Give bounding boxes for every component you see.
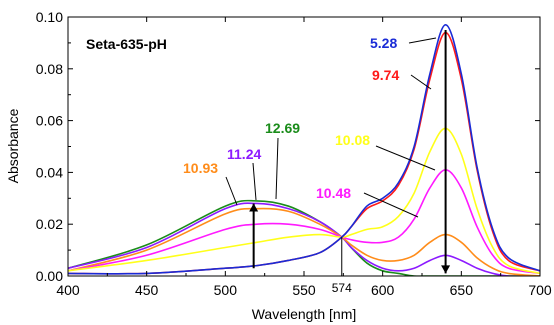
x-axis-label: Wavelength [nm] xyxy=(252,306,357,322)
x-tick-label: 400 xyxy=(56,282,80,298)
x-tick-label: 550 xyxy=(292,282,316,298)
ticks-layer: 400 450 500 550 600 650 700 0.00 0.02 0.04 0.06 0.0… xyxy=(36,9,552,298)
x-tick-label: 700 xyxy=(528,282,552,298)
series-label-10-08: 10.08 xyxy=(335,132,370,148)
series-label-12-69: 12.69 xyxy=(265,120,300,136)
series-label-10-48: 10.48 xyxy=(316,185,351,201)
y-tick-label: 0.04 xyxy=(36,164,63,180)
series-leader-12-69 xyxy=(275,137,279,200)
y-tick-label: 0.02 xyxy=(36,216,63,232)
series-line-10-08 xyxy=(68,127,540,275)
y-tick-label: 0.00 xyxy=(36,268,63,284)
series-line-9-74 xyxy=(68,31,540,275)
series-label-10-93: 10.93 xyxy=(183,160,218,176)
series-leader-10-48 xyxy=(363,192,419,218)
series-leader-11-24 xyxy=(252,162,257,201)
series-leader-9-74 xyxy=(410,74,432,90)
chart-title: Seta-635-pH xyxy=(86,36,167,52)
series-line-12-69 xyxy=(68,199,540,276)
x-tick-label: 500 xyxy=(214,282,238,298)
series-line-10-48 xyxy=(68,169,540,275)
trend-arrowhead-up xyxy=(249,203,259,212)
series-leader-5-28 xyxy=(408,37,437,44)
y-tick-label: 0.08 xyxy=(36,61,63,77)
series-line-11-24 xyxy=(68,202,540,276)
series-label-5-28: 5.28 xyxy=(370,35,397,51)
x-tick-label: 650 xyxy=(450,282,474,298)
x-tick-label: 450 xyxy=(135,282,159,298)
x-tick-label: 600 xyxy=(371,282,395,298)
series-leader-10-08 xyxy=(375,145,436,171)
trend-arrowhead-down xyxy=(441,265,451,274)
isosbestic-label: 574 xyxy=(332,281,352,295)
plot-frame xyxy=(67,16,541,277)
series-line-10-93 xyxy=(68,207,540,276)
series-line-5-28 xyxy=(68,23,540,275)
series-label-11-24: 11.24 xyxy=(227,146,261,162)
series-leader-10-93 xyxy=(225,176,238,206)
series-label-9-74: 9.74 xyxy=(372,67,399,83)
y-tick-label: 0.06 xyxy=(36,113,63,129)
series-layer xyxy=(68,23,540,276)
y-axis-label: Absorbance xyxy=(5,108,21,183)
y-tick-label: 0.10 xyxy=(36,9,63,25)
